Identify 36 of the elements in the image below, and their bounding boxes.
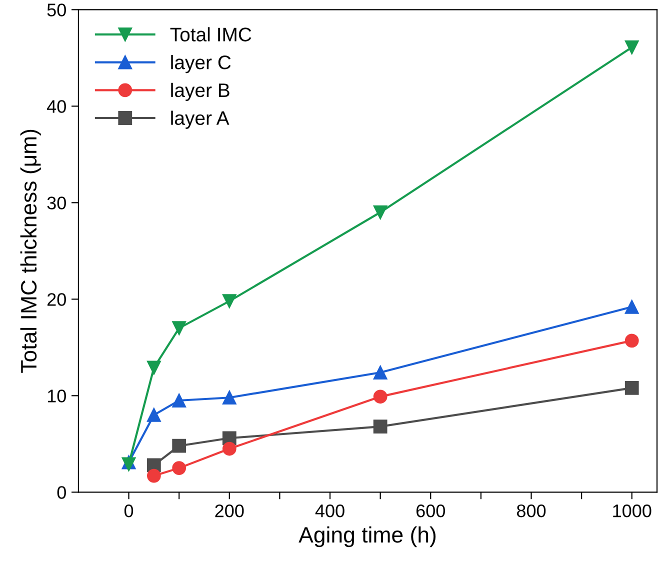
y-tick-label: 50: [47, 4, 66, 16]
point: [172, 394, 186, 408]
point: [624, 381, 639, 395]
point: [624, 40, 639, 54]
point: [146, 360, 161, 375]
point: [172, 461, 186, 476]
x-tick-label: 400: [315, 504, 344, 518]
point: [373, 205, 388, 220]
point: [172, 438, 186, 453]
point: [624, 300, 639, 314]
legend-label: Total IMC: [170, 27, 252, 42]
point: [624, 334, 639, 348]
point: [222, 294, 236, 308]
y-tick-label: 40: [47, 100, 66, 113]
x-tick-label: 200: [215, 504, 244, 518]
point: [373, 366, 388, 380]
legend-label: layer B: [171, 82, 230, 101]
x-tick-label: 800: [516, 504, 546, 518]
point: [373, 420, 388, 434]
y-tick-label: 20: [47, 293, 66, 306]
y-tick-label: 0: [57, 486, 66, 499]
point: [222, 442, 236, 456]
point: [146, 468, 161, 483]
y-tick-label: 10: [48, 390, 66, 402]
legend-label: layer A: [171, 110, 230, 129]
point: [146, 408, 161, 422]
point: [172, 321, 186, 336]
x-tick-label: 0: [124, 504, 134, 518]
x-axis-title: Aging time (h): [298, 526, 436, 548]
point: [222, 390, 236, 405]
legend-label: layer C: [171, 55, 231, 74]
x-tick-label: 1000: [613, 504, 652, 518]
point: [373, 390, 388, 404]
y-axis-title: Total IMC thickness (μm): [20, 130, 42, 373]
x-tick-label: 600: [416, 504, 445, 518]
y-tick-label: 30: [47, 196, 66, 210]
